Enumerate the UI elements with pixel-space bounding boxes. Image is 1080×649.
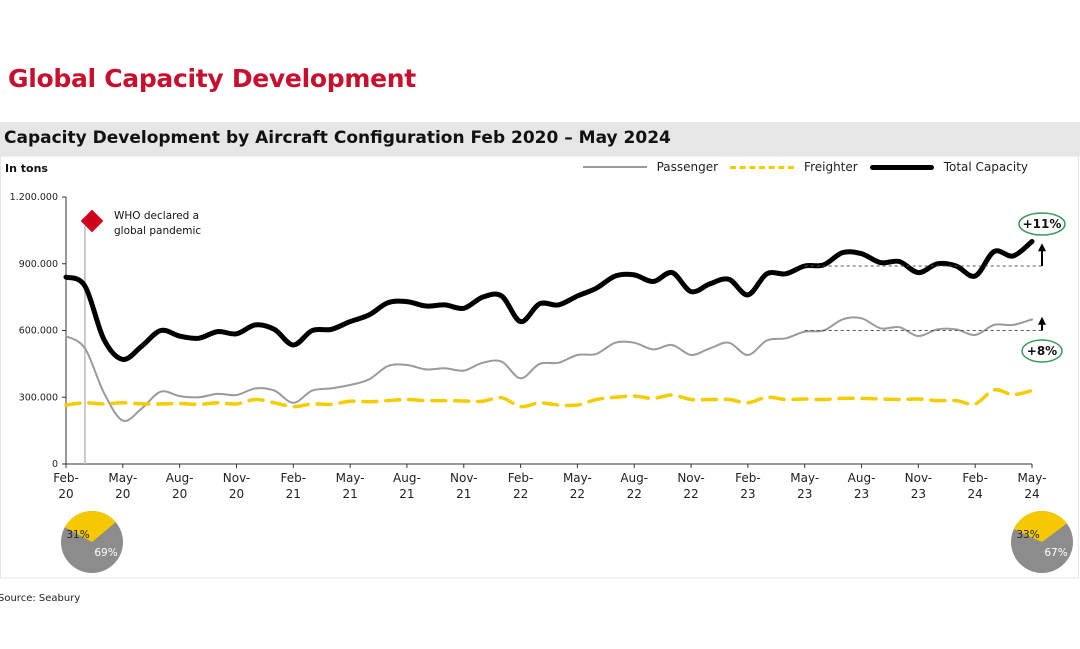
x-tick-label: 23 — [797, 487, 812, 501]
pandemic-note-line1: WHO declared a — [114, 210, 199, 222]
x-tick-label: Feb- — [508, 471, 534, 485]
x-tick-label: 21 — [456, 487, 471, 501]
x-tick-label: 22 — [513, 487, 528, 501]
y-tick-label: 900.000 — [19, 259, 58, 270]
legend-swatch-freighter — [730, 165, 795, 169]
y-tick-label: 0 — [52, 459, 58, 470]
x-tick-label: 23 — [740, 487, 755, 501]
page-title: Global Capacity Development — [8, 64, 416, 93]
x-tick-label: May- — [790, 471, 819, 485]
x-tick-label: 20 — [229, 487, 244, 501]
x-tick-label: Nov- — [905, 471, 932, 485]
share-pies: 31% 69% 33% 67% — [61, 510, 1073, 573]
unit-label: In tons — [5, 162, 48, 175]
x-tick-label: 22 — [570, 487, 585, 501]
pandemic-marker-diamond — [80, 209, 104, 233]
x-tick-label: Feb- — [53, 471, 79, 485]
x-tick-label: 24 — [968, 487, 983, 501]
x-tick-label: Nov- — [677, 471, 704, 485]
x-tick-label: 23 — [911, 487, 926, 501]
x-tick-label: Aug- — [393, 471, 421, 485]
chart-axes: 0 300.000 600.000 900.000 1.200.000 Feb- 20 May… — [10, 192, 1047, 501]
y-tick-label: 600.000 — [19, 326, 58, 337]
x-tick-label: Nov- — [223, 471, 250, 485]
pie-end-passenger-label: 67% — [1044, 547, 1067, 559]
x-tick-label: 21 — [399, 487, 414, 501]
source-note: Source: Seabury — [0, 593, 81, 604]
chart-annotations: WHO declared a global pandemic +11% +8% — [80, 209, 1066, 363]
pie-start-freighter-slice — [64, 510, 116, 542]
y-tick-label: 1.200.000 — [10, 192, 58, 203]
x-tick-label: Aug- — [848, 471, 876, 485]
x-tick-label: 22 — [683, 487, 698, 501]
x-tick-label: May- — [336, 471, 365, 485]
pandemic-note-line2: global pandemic — [114, 225, 201, 237]
pie-end-freighter-label: 33% — [1016, 529, 1039, 541]
passenger-change-badge — [1021, 339, 1063, 363]
series-line-freighter — [64, 387, 1034, 409]
legend-label-total: Total Capacity — [943, 160, 1028, 174]
pie-start-freighter-label: 31% — [66, 529, 89, 541]
legend-item-passenger: Passenger — [582, 160, 719, 174]
legend-item-total: Total Capacity — [869, 160, 1028, 174]
chart-frame — [0, 155, 1079, 579]
x-tick-label: Nov- — [450, 471, 477, 485]
chart-marks — [63, 226, 1046, 464]
x-tick-label: Aug- — [620, 471, 648, 485]
pie-end-freighter-slice — [1013, 511, 1067, 542]
chart-subtitle: Capacity Development by Aircraft Configu… — [4, 128, 671, 148]
series-line-passenger — [65, 316, 1033, 423]
x-tick-label: Feb- — [962, 471, 988, 485]
passenger-change-label: +8% — [1027, 344, 1057, 358]
subtitle-bar: Capacity Development by Aircraft Configu… — [0, 122, 1080, 156]
x-tick-label: May- — [108, 471, 137, 485]
x-tick-label: May- — [1018, 471, 1047, 485]
legend-swatch-passenger — [582, 166, 647, 168]
total-change-badge — [1018, 212, 1066, 236]
x-tick-label: 24 — [1024, 487, 1039, 501]
legend-label-freighter: Freighter — [804, 160, 858, 174]
total-change-arrowhead — [1038, 243, 1046, 252]
series-line-total-capacity — [63, 239, 1035, 362]
x-tick-label: 23 — [854, 487, 869, 501]
passenger-change-arrowhead — [1038, 316, 1046, 325]
x-tick-label: Feb- — [735, 471, 761, 485]
x-tick-label: May- — [563, 471, 592, 485]
x-tick-label: 22 — [627, 487, 642, 501]
y-tick-label: 300.000 — [19, 392, 58, 403]
total-change-label: +11% — [1023, 217, 1062, 231]
legend-label-passenger: Passenger — [656, 160, 719, 174]
x-tick-label: 21 — [342, 487, 357, 501]
x-tick-label: Aug- — [166, 471, 194, 485]
pie-start-passenger-label: 69% — [94, 547, 117, 559]
x-tick-label: 20 — [172, 487, 187, 501]
legend-item-freighter: Freighter — [730, 160, 858, 174]
chart-legend: Passenger Freighter Total Capacity — [582, 160, 1028, 174]
x-tick-label: Feb- — [281, 471, 307, 485]
x-tick-label: 21 — [286, 487, 301, 501]
x-tick-label: 20 — [58, 487, 73, 501]
legend-swatch-total — [869, 164, 934, 170]
x-tick-label: 20 — [115, 487, 130, 501]
